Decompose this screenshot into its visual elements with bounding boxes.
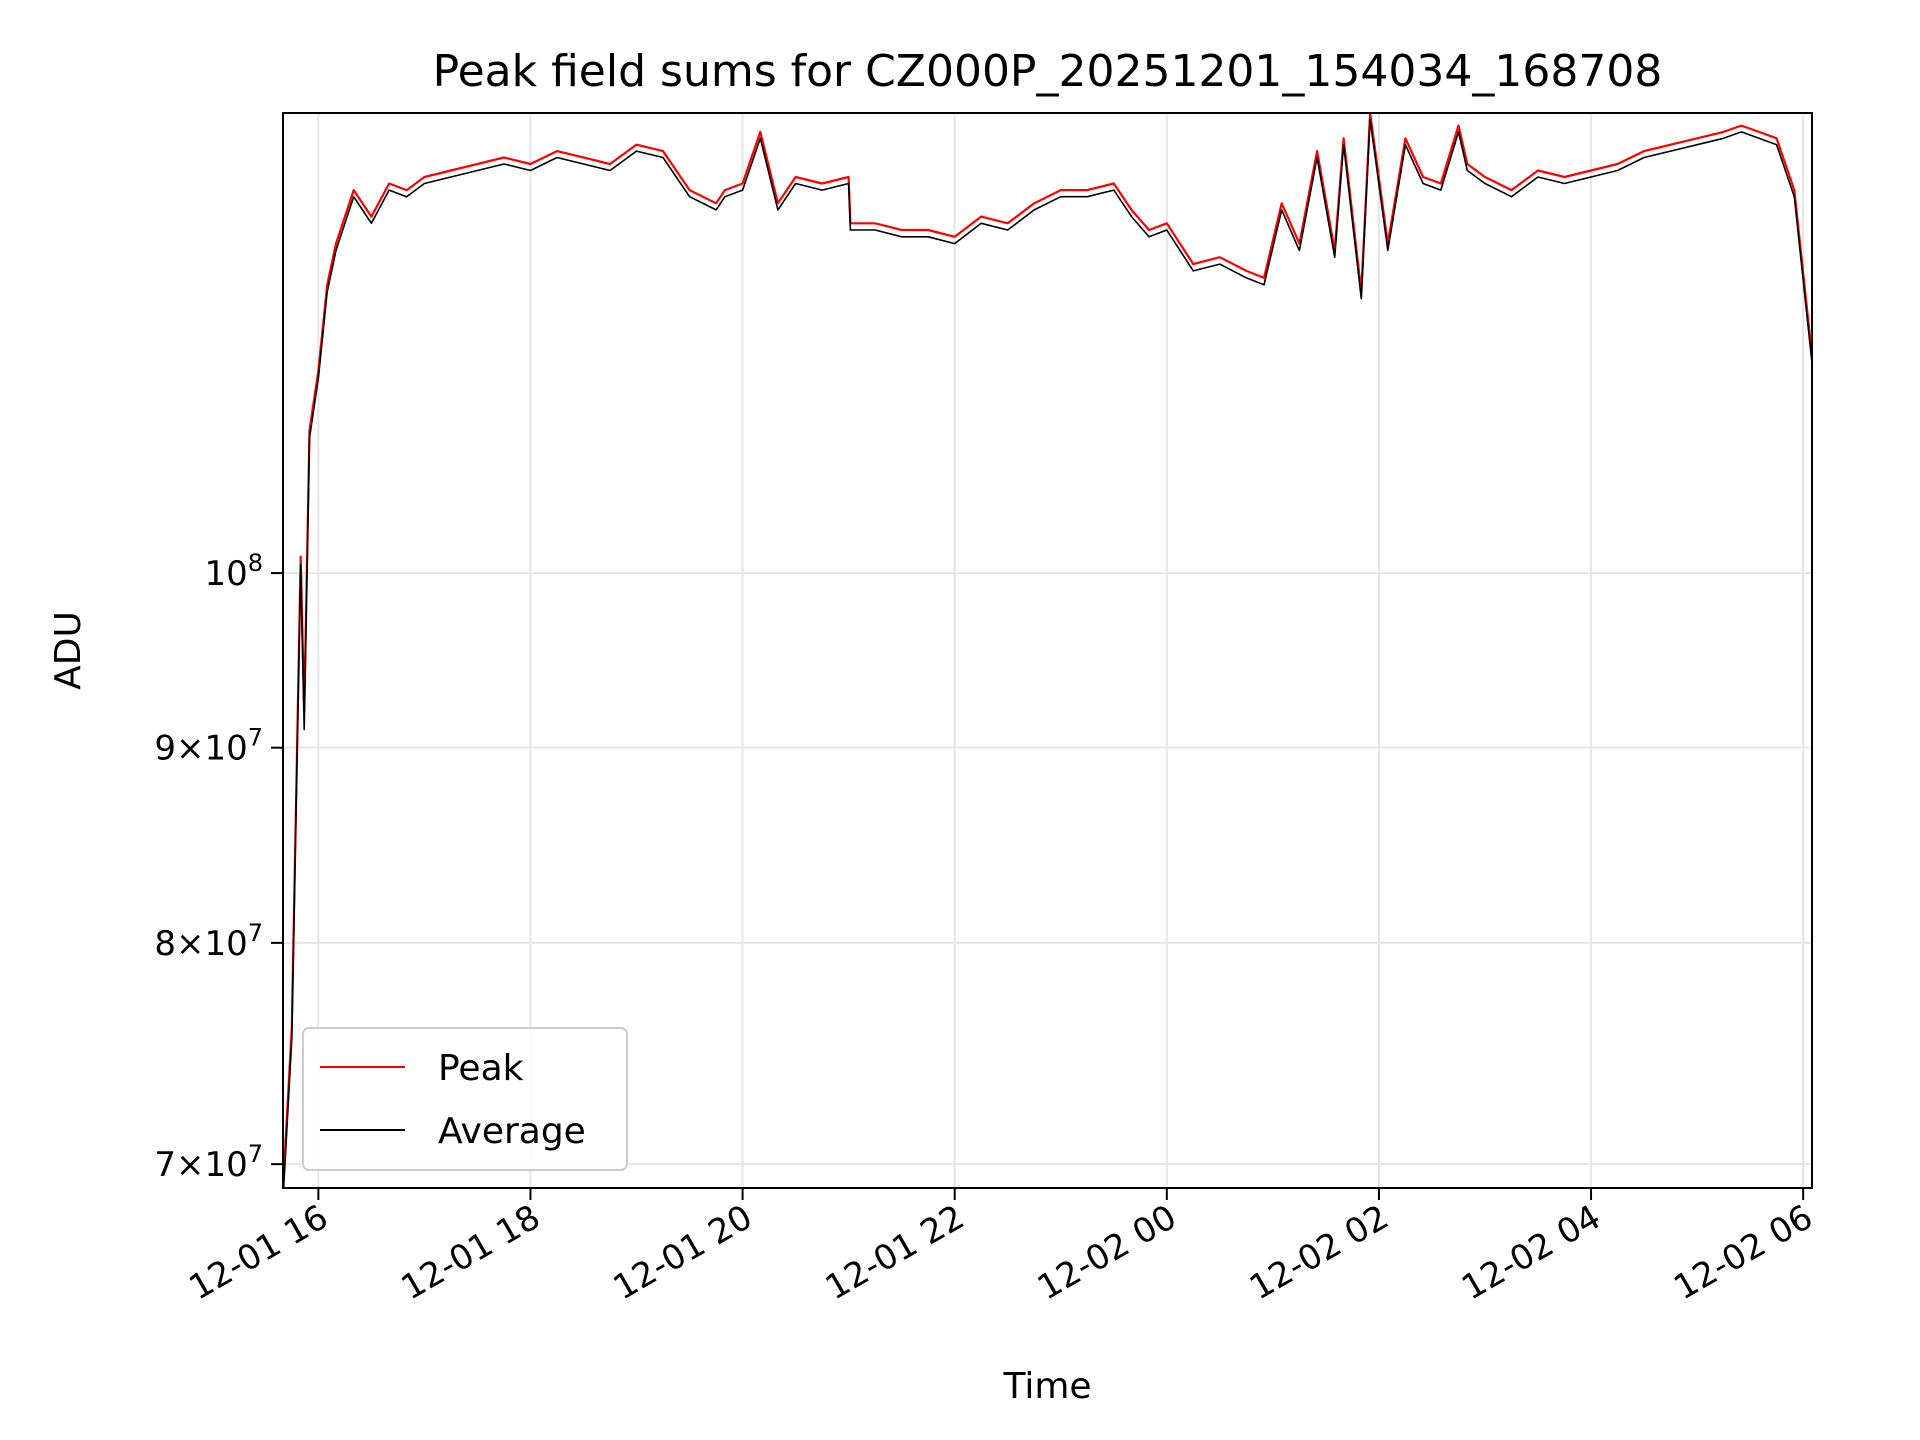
y-tick-label: 108 bbox=[204, 549, 263, 594]
y-tick-label: 8×107 bbox=[154, 919, 263, 964]
y-tick-exponent: 7 bbox=[248, 724, 263, 752]
series-line-peak bbox=[283, 113, 1812, 1188]
y-tick-mantissa: 7 bbox=[154, 1145, 176, 1185]
legend: Peak Average bbox=[302, 1027, 628, 1171]
y-axis-title: ADU bbox=[48, 611, 89, 690]
y-tick-mantissa: 9 bbox=[154, 729, 176, 769]
legend-box bbox=[302, 1027, 628, 1171]
plot-frame bbox=[282, 112, 1813, 1189]
y-tick-label: 9×107 bbox=[154, 724, 263, 769]
plot-area bbox=[283, 113, 1812, 1188]
legend-label-peak: Peak bbox=[438, 1048, 524, 1089]
y-tick-exponent: 7 bbox=[248, 919, 263, 947]
y-tick-times: ×10 bbox=[176, 729, 248, 769]
y-tick-label: 7×107 bbox=[154, 1140, 263, 1185]
legend-label-average: Average bbox=[438, 1111, 586, 1152]
y-tick-base: 10 bbox=[204, 554, 247, 594]
series-layer bbox=[283, 113, 1812, 1188]
series-line-average bbox=[283, 118, 1812, 1188]
y-tick-mantissa: 8 bbox=[154, 924, 176, 964]
y-tick-times: ×10 bbox=[176, 924, 248, 964]
chart-title: Peak field sums for CZ000P_20251201_1540… bbox=[433, 46, 1663, 97]
y-tick-times: ×10 bbox=[176, 1145, 248, 1185]
y-tick-exponent: 8 bbox=[248, 549, 263, 577]
y-tick-exponent: 7 bbox=[248, 1140, 263, 1168]
x-axis-title: Time bbox=[1002, 1366, 1091, 1407]
